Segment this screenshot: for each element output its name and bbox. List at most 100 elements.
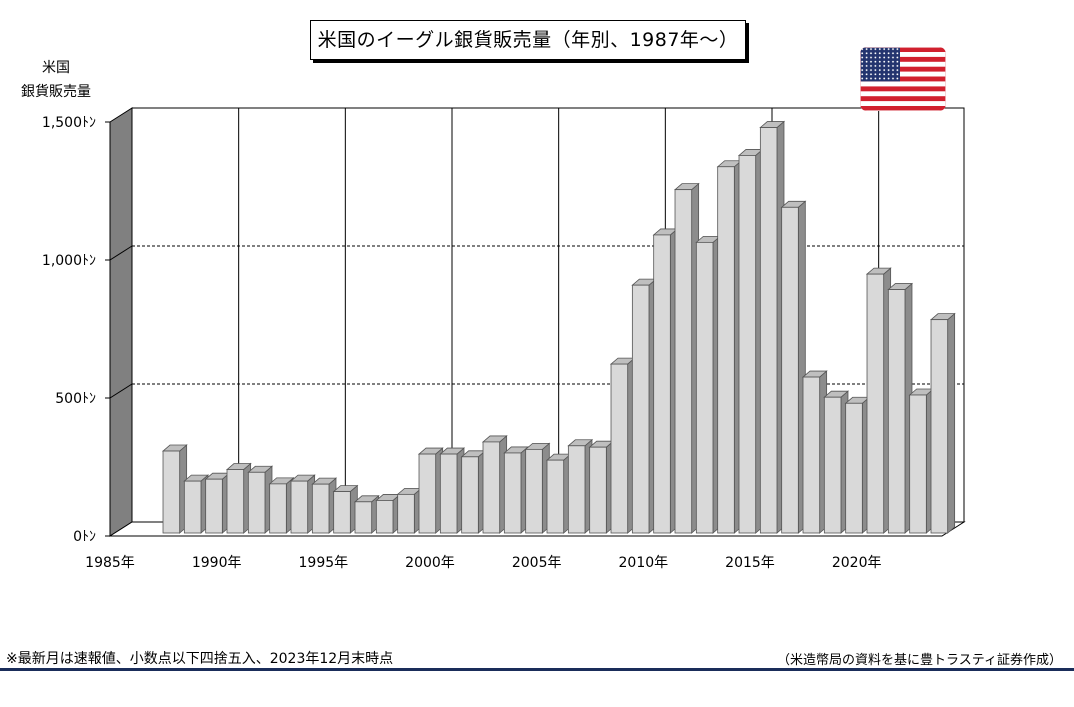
bar-2010 [652, 228, 679, 534]
bar-face-2012 [695, 241, 714, 534]
bar-2020 [865, 267, 892, 534]
bar-2007 [588, 440, 615, 534]
bar-2009 [631, 278, 658, 534]
bar-face-2014 [738, 155, 757, 534]
footer-divider [0, 668, 1074, 671]
us-flag-icon [860, 47, 946, 111]
chart-title: 米国のイーグル銀貨販売量（年別、1987年～） [310, 20, 746, 60]
grid-wall-1000 [109, 245, 133, 261]
bar-face-2002 [482, 441, 501, 534]
bar-1989 [204, 472, 231, 534]
bar-face-2015 [759, 127, 778, 534]
y-tick-label-0: 0ﾄﾝ [73, 529, 96, 545]
bar-face-1992 [269, 483, 287, 534]
x-tick-label-2010: 2010年 [619, 555, 669, 571]
bar-1996 [353, 494, 380, 534]
bar-2004 [524, 442, 551, 534]
x-tick-label-1995: 1995年 [299, 555, 349, 571]
bar-face-2004 [525, 448, 543, 534]
bar-face-2017 [802, 376, 821, 534]
bar-1992 [268, 477, 295, 534]
bar-face-2023 [930, 319, 949, 534]
bar-face-2021 [887, 289, 906, 534]
bar-face-1988 [183, 480, 202, 534]
bar-face-2001 [461, 456, 479, 534]
bar-face-2000 [439, 453, 458, 534]
bar-2019 [844, 396, 871, 534]
x-tick-label-2000: 2000年 [405, 555, 455, 571]
bar-2013 [716, 159, 743, 534]
x-tick-label-2005: 2005年 [512, 555, 562, 571]
x-tick-label-1990: 1990年 [192, 555, 242, 571]
bar-face-1999 [418, 453, 437, 534]
bar-face-2016 [781, 206, 799, 534]
bar-1997 [375, 493, 402, 534]
y-tick-label-1500: 1,500ﾄﾝ [42, 115, 96, 131]
chart-bars [161, 120, 956, 534]
bar-2006 [567, 438, 594, 534]
bar-2022 [908, 388, 935, 534]
x-tick-label-2020: 2020年 [832, 555, 882, 571]
bar-face-2011 [674, 189, 693, 534]
bar-face-1993 [290, 480, 309, 534]
bar-2008 [609, 357, 636, 534]
bar-face-2018 [823, 396, 842, 534]
bar-face-2019 [845, 402, 863, 534]
bar-face-2009 [631, 284, 650, 534]
x-tick-label-1985: 1985年 [85, 555, 135, 571]
bar-2002 [481, 435, 508, 534]
bar-face-1996 [354, 501, 373, 534]
bar-1988 [183, 474, 210, 534]
y-tick-label-500: 500ﾄﾝ [55, 391, 96, 407]
source-note: （米造幣局の資料を基に豊トラスティ証券作成） [777, 653, 1062, 668]
bar-1999 [417, 447, 444, 534]
bar-face-1989 [205, 478, 223, 534]
bar-face-2008 [610, 363, 629, 534]
bar-2011 [673, 182, 700, 534]
chart-tick-labels: 0ﾄﾝ 500ﾄﾝ 1,000ﾄﾝ 1,500ﾄﾝ 1985年 1990年 1995年 200… [42, 115, 882, 571]
y-tick-label-1000: 1,000ﾄﾝ [42, 253, 96, 269]
bar-1993 [289, 474, 316, 534]
left-wall [109, 107, 133, 537]
bar-face-1998 [397, 493, 415, 534]
bar-face-1990 [226, 469, 245, 534]
bar-face-2022 [909, 394, 927, 534]
bar-face-1995 [333, 491, 351, 534]
bar-2015 [759, 120, 786, 534]
bar-2000 [439, 447, 466, 534]
grid-wall-500 [109, 383, 133, 399]
bar-face-2005 [546, 459, 565, 534]
y-axis-label-line-2: 銀貨販売量 [21, 84, 91, 100]
bar-face-2020 [866, 273, 885, 534]
bar-1994 [311, 477, 338, 534]
bar-face-1991 [247, 471, 266, 534]
bar-face-2013 [717, 166, 735, 534]
bar-2012 [695, 235, 722, 534]
bar-face-2003 [503, 452, 522, 534]
x-tick-label-2015: 2015年 [725, 555, 775, 571]
bar-2016 [780, 200, 807, 534]
bar-face-1987 [162, 450, 181, 534]
y-axis-label-line-1: 米国 [42, 60, 70, 76]
bar-1995 [332, 484, 359, 534]
bar-face-1997 [375, 500, 394, 534]
bar-2021 [887, 282, 914, 534]
bar-side-2023 [947, 312, 956, 534]
footnote: ※最新月は速報値、小数点以下四捨五入、2023年12月末時点 [6, 651, 394, 667]
bar-face-2006 [567, 445, 586, 534]
bar-1998 [396, 487, 423, 534]
bar-face-2007 [589, 446, 607, 534]
bar-2003 [503, 446, 530, 534]
bar-2023 [929, 312, 956, 534]
y-axis-label: 米国 銀貨販売量 [10, 56, 102, 104]
bar-face-2010 [653, 234, 671, 534]
bar-2005 [545, 453, 572, 534]
bar-2001 [460, 449, 487, 534]
bar-2014 [737, 148, 764, 534]
bar-2017 [801, 370, 828, 534]
bar-face-1994 [311, 483, 330, 534]
bar-1990 [225, 462, 252, 534]
bar-2018 [823, 390, 850, 534]
bar-1987 [161, 444, 188, 534]
